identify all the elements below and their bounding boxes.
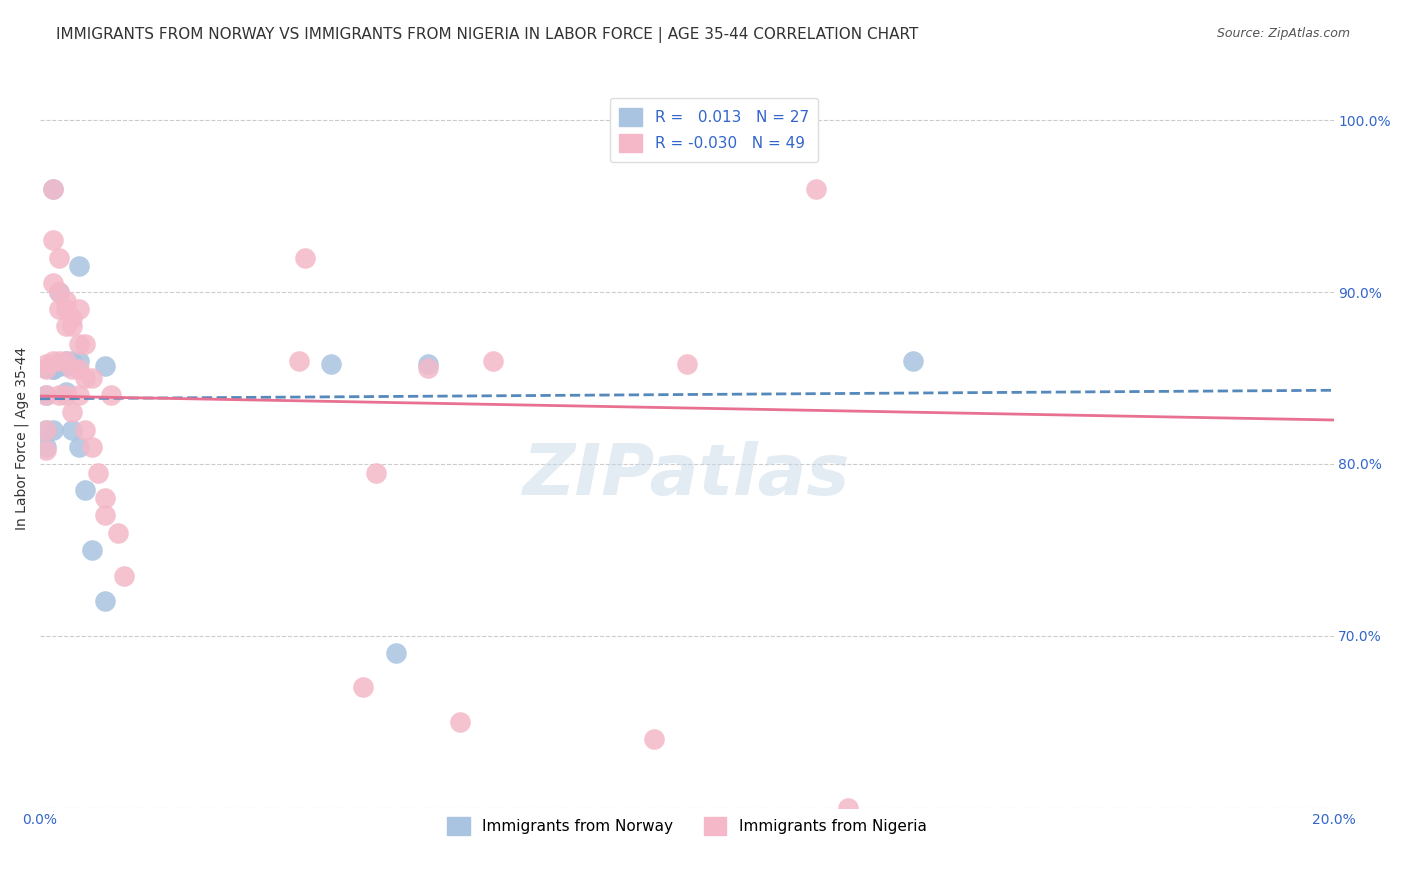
Point xyxy=(416,360,439,375)
Point xyxy=(55,353,77,368)
Point xyxy=(107,525,129,540)
Point xyxy=(48,359,70,373)
Point xyxy=(675,357,697,371)
Point xyxy=(35,423,58,437)
Point xyxy=(42,362,65,376)
Point xyxy=(60,423,83,437)
Point xyxy=(35,360,58,375)
Point xyxy=(93,594,115,608)
Point xyxy=(75,423,97,437)
Point xyxy=(80,371,103,385)
Point xyxy=(352,681,374,695)
Point xyxy=(48,357,70,371)
Point xyxy=(35,357,58,371)
Point xyxy=(93,359,115,373)
Point xyxy=(67,336,90,351)
Point xyxy=(42,423,65,437)
Point xyxy=(55,388,77,402)
Point xyxy=(60,353,83,368)
Legend: Immigrants from Norway, Immigrants from Nigeria: Immigrants from Norway, Immigrants from … xyxy=(437,807,936,845)
Point xyxy=(366,466,388,480)
Point xyxy=(837,801,859,815)
Point xyxy=(60,405,83,419)
Point xyxy=(75,336,97,351)
Point xyxy=(55,359,77,373)
Point xyxy=(67,440,90,454)
Point xyxy=(48,285,70,299)
Point xyxy=(287,353,309,368)
Point xyxy=(294,251,316,265)
Point xyxy=(319,357,342,371)
Point xyxy=(481,353,503,368)
Point xyxy=(60,319,83,334)
Point xyxy=(75,483,97,497)
Point xyxy=(48,353,70,368)
Point xyxy=(67,259,90,273)
Point xyxy=(35,443,58,458)
Point xyxy=(42,362,65,376)
Point xyxy=(48,251,70,265)
Point xyxy=(48,388,70,402)
Point xyxy=(87,466,110,480)
Point xyxy=(42,182,65,196)
Point xyxy=(67,302,90,317)
Point xyxy=(55,319,77,334)
Point xyxy=(48,285,70,299)
Point xyxy=(35,388,58,402)
Text: Source: ZipAtlas.com: Source: ZipAtlas.com xyxy=(1216,27,1350,40)
Point xyxy=(67,353,90,368)
Point xyxy=(35,440,58,454)
Point xyxy=(42,353,65,368)
Point xyxy=(55,293,77,308)
Point xyxy=(643,731,665,746)
Point xyxy=(384,646,406,660)
Text: IMMIGRANTS FROM NORWAY VS IMMIGRANTS FROM NIGERIA IN LABOR FORCE | AGE 35-44 COR: IMMIGRANTS FROM NORWAY VS IMMIGRANTS FRO… xyxy=(56,27,918,43)
Point xyxy=(75,371,97,385)
Point xyxy=(416,357,439,371)
Point xyxy=(67,362,90,376)
Point xyxy=(35,388,58,402)
Point xyxy=(60,362,83,376)
Text: ZIPatlas: ZIPatlas xyxy=(523,441,851,509)
Point xyxy=(449,714,471,729)
Point xyxy=(80,440,103,454)
Point xyxy=(55,353,77,368)
Point xyxy=(80,542,103,557)
Point xyxy=(93,508,115,523)
Point xyxy=(55,384,77,399)
Point xyxy=(60,310,83,325)
Point xyxy=(901,353,924,368)
Y-axis label: In Labor Force | Age 35-44: In Labor Force | Age 35-44 xyxy=(15,347,30,530)
Point xyxy=(48,302,70,317)
Point xyxy=(67,388,90,402)
Point xyxy=(42,234,65,248)
Point xyxy=(35,423,58,437)
Point xyxy=(55,302,77,317)
Point xyxy=(42,277,65,291)
Point xyxy=(100,388,122,402)
Point xyxy=(93,491,115,506)
Point xyxy=(35,362,58,376)
Point xyxy=(804,182,827,196)
Point xyxy=(42,182,65,196)
Point xyxy=(112,568,135,582)
